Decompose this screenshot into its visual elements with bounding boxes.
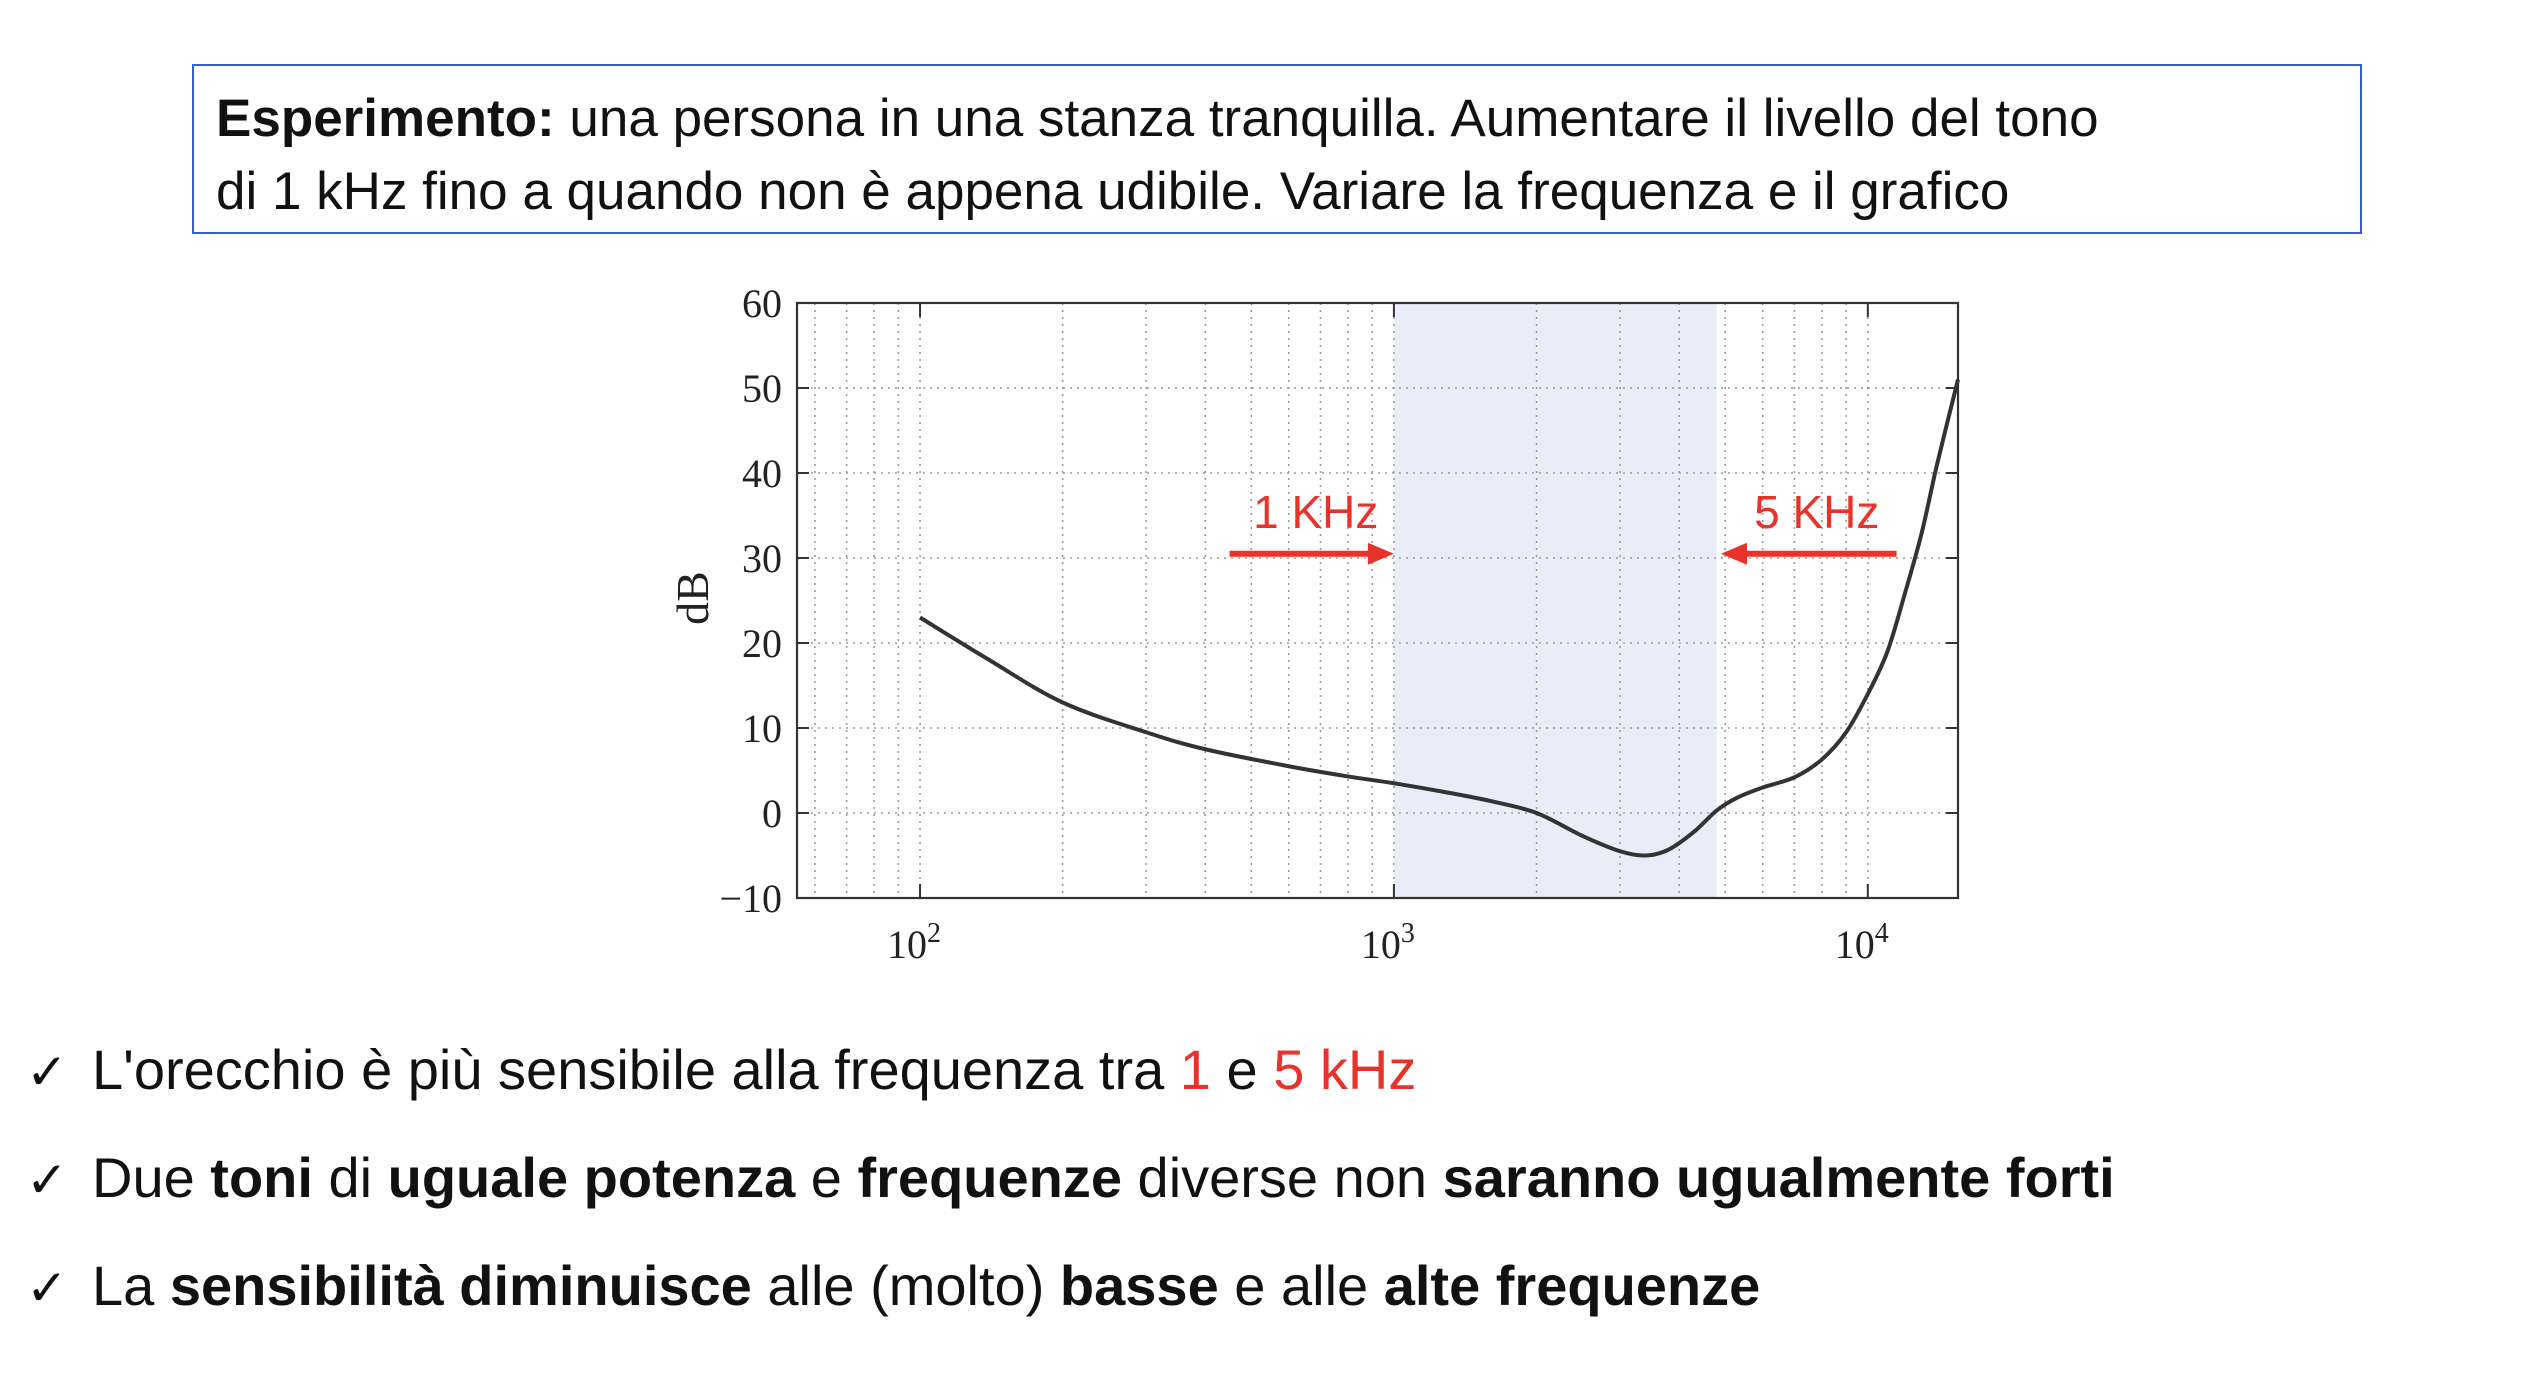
- checkmark-icon: ✓: [26, 1151, 68, 1209]
- bullet-text: alle (molto): [751, 1254, 1060, 1317]
- bullet-bold-text: alte frequenze: [1383, 1254, 1761, 1317]
- bullet-bold-text: uguale potenza: [387, 1146, 796, 1209]
- experiment-line-2: di 1 kHz fino a quando non è appena udib…: [216, 162, 2010, 221]
- x-tick-label: 102: [887, 918, 941, 967]
- bullet-bold-text: saranno ugualmente forti: [1442, 1146, 2115, 1209]
- y-tick-label: 10: [742, 706, 782, 751]
- bullet-bold-text: basse: [1059, 1254, 1219, 1317]
- bullet-text: La: [92, 1254, 170, 1317]
- bullet-item: ✓ L'orecchio è più sensibile alla frequen…: [26, 1030, 1416, 1110]
- experiment-title: Esperimento:: [216, 89, 555, 148]
- bullet-text: e alle: [1218, 1254, 1384, 1317]
- bullet-text: L'orecchio è più sensibile alla frequenz…: [92, 1038, 1180, 1101]
- x-tick-label: 104: [1835, 918, 1889, 967]
- y-tick-label: 0: [762, 791, 782, 836]
- x-tick-label: 103: [1361, 918, 1415, 967]
- bullet-item: ✓ La sensibilità diminuisce alle (molto) …: [26, 1246, 1760, 1326]
- bullet-highlight-text: 1: [1179, 1038, 1211, 1101]
- checkmark-icon: ✓: [26, 1259, 68, 1317]
- threshold-curve: [918, 379, 1960, 858]
- bullet-text: e: [1210, 1038, 1274, 1101]
- bullet-bold-text: frequenze: [857, 1146, 1122, 1209]
- y-tick-label: −10: [719, 876, 782, 921]
- bullet-bold-text: sensibilità diminuisce: [169, 1254, 752, 1317]
- bullet-text: di: [312, 1146, 388, 1209]
- highlight-band: [1393, 303, 1717, 898]
- y-tick-label: 20: [742, 621, 782, 666]
- plot-frame: [795, 301, 1960, 900]
- hearing-threshold-chart: −10 0 10 20 30 40 50 60 102 103 104 dB 1 KHz 5 KHz: [667, 281, 1960, 967]
- bullet-bold-text: toni: [210, 1146, 313, 1209]
- bullet-item: ✓ Due toni di uguale potenza e frequenze …: [26, 1138, 2115, 1218]
- experiment-box: Esperimento: una persona in una stanza t…: [192, 64, 2362, 234]
- bullet-text: Due: [92, 1146, 211, 1209]
- annotation-arrowhead: [1367, 542, 1394, 565]
- annotation-arrowhead: [1720, 542, 1747, 565]
- bullet-highlight-text: 5 kHz: [1273, 1038, 1417, 1101]
- bullet-text: e: [795, 1146, 858, 1209]
- annotation-5khz: 5 KHz: [1754, 486, 1879, 538]
- y-tick-label: 40: [742, 451, 782, 496]
- y-tick-label: 30: [742, 536, 782, 581]
- annotation-1khz: 1 KHz: [1253, 486, 1378, 538]
- bullet-text: diverse non: [1121, 1146, 1443, 1209]
- experiment-line-1: una persona in una stanza tranquilla. Au…: [554, 89, 2099, 148]
- checkmark-icon: ✓: [26, 1043, 68, 1101]
- y-tick-label: 60: [742, 281, 782, 326]
- y-axis-label: dB: [667, 571, 718, 625]
- y-tick-label: 50: [742, 366, 782, 411]
